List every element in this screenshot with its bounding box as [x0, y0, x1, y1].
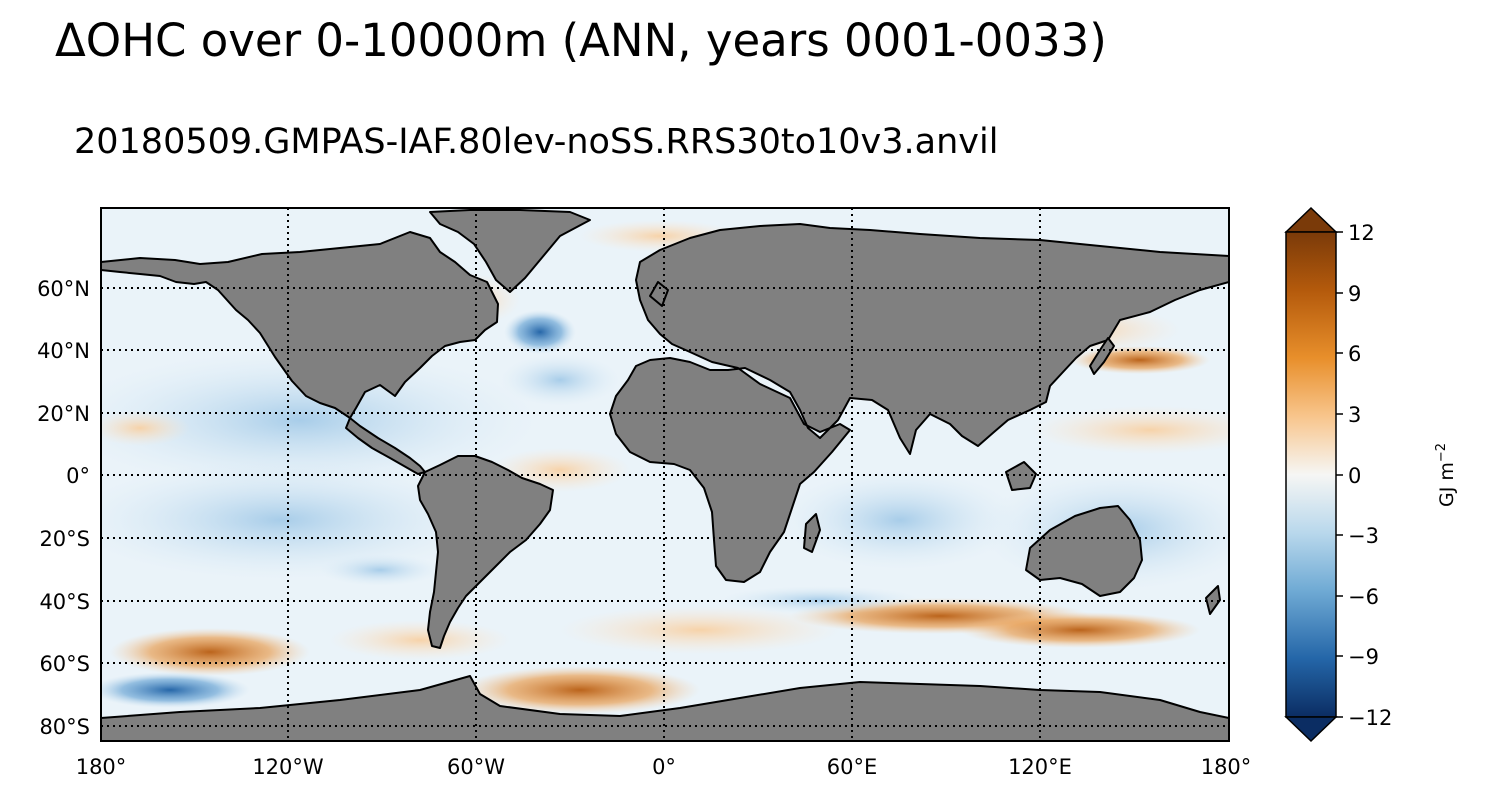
central-america	[345, 417, 426, 475]
japan	[1089, 337, 1115, 375]
greenland	[429, 209, 591, 293]
map-panel	[101, 208, 1229, 741]
madagascar	[803, 513, 821, 553]
colorbar-tick-label: 0	[1348, 464, 1361, 488]
colorbar-tick-label: −12	[1348, 706, 1392, 730]
map-frame	[100, 207, 1230, 742]
colorbar-tick-label: 6	[1348, 342, 1361, 366]
colorbar-tick-label: 3	[1348, 403, 1361, 427]
lon-tick-label: 180°	[76, 755, 127, 779]
gridlines	[101, 208, 1229, 741]
lat-tick-label: 20°S	[39, 527, 90, 551]
figure-title: ΔOHC over 0-10000m (ANN, years 0001-0033…	[55, 14, 1107, 67]
colorbar-extend-max	[1284, 206, 1338, 233]
antarctica	[101, 675, 1229, 741]
north-america	[101, 231, 499, 419]
lat-tick-labels: 60°N 40°N 20°N 0° 20°S 40°S 60°S 80°S	[37, 277, 90, 739]
colorbar-tick-label: 12	[1348, 221, 1375, 245]
lon-tick-label: 180°	[1201, 755, 1252, 779]
lat-tick-label: 80°S	[39, 715, 90, 739]
colorbar-label-exponent: −2	[1434, 443, 1449, 462]
colorbar-label-units: GJ m	[1436, 462, 1458, 507]
lon-tick-label: 120°E	[1008, 755, 1072, 779]
lat-tick-label: 40°N	[37, 339, 90, 363]
lon-tick-label: 60°W	[447, 755, 505, 779]
colorbar-tick-label: 9	[1348, 282, 1361, 306]
australia	[1025, 505, 1143, 597]
lon-tick-label: 0°	[652, 755, 676, 779]
colorbar-label: GJ m−2	[1434, 443, 1458, 507]
land-masses	[101, 209, 1229, 741]
lat-tick-label: 40°S	[39, 590, 90, 614]
new-zealand	[1205, 585, 1221, 615]
lon-tick-label: 60°E	[827, 755, 878, 779]
colorbar-tick-label: −9	[1348, 645, 1379, 669]
colorbar-tick-label: −3	[1348, 524, 1379, 548]
lon-tick-labels: 180° 120°W 60°W 0° 60°E 120°E 180°	[76, 755, 1252, 779]
colorbar: 12 9 6 3 0 −3 −6 −9 −12 GJ m−2	[1284, 206, 1458, 743]
lat-tick-label: 20°N	[37, 402, 90, 426]
lat-tick-label: 60°S	[39, 652, 90, 676]
colorbar-extend-min	[1284, 716, 1338, 743]
south-america	[417, 455, 554, 649]
figure-subtitle: 20180509.GMPAS-IAF.80lev-noSS.RRS30to10v…	[74, 122, 999, 162]
colorbar-tick-label: −6	[1348, 585, 1379, 609]
borneo-indonesia	[1005, 461, 1037, 491]
lat-tick-label: 0°	[66, 464, 90, 488]
colorbar-gradient	[1285, 231, 1337, 718]
lon-tick-label: 120°W	[252, 755, 324, 779]
eurasia-africa	[609, 223, 1229, 583]
lat-tick-label: 60°N	[37, 277, 90, 301]
